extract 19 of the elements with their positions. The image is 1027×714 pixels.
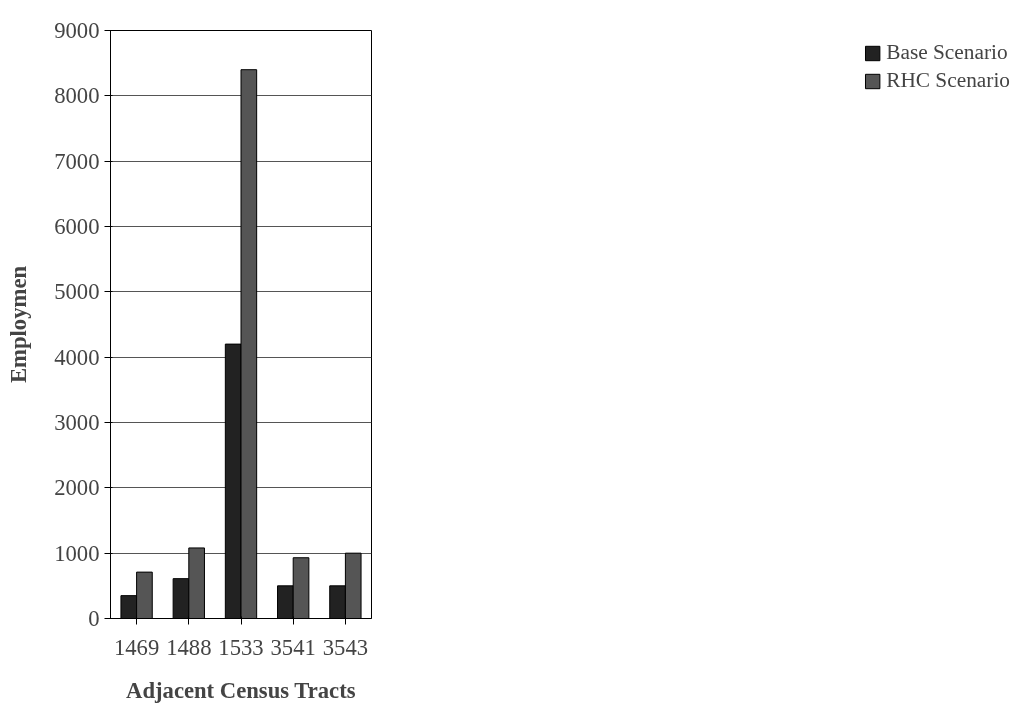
x-axis-title: Adjacent Census Tracts [126,677,356,703]
y-tick-label: 5000 [54,279,100,305]
y-tick-label: 4000 [54,344,100,370]
y-tick-label: 7000 [54,148,100,174]
x-tick-label: 3543 [322,634,369,660]
y-tick-label: 1000 [54,540,100,566]
y-axis-title: Employmen [6,265,32,384]
x-tick-label: 1533 [218,634,264,660]
x-tick-label: 1469 [113,634,160,660]
y-tick-label: 6000 [54,214,100,239]
legend-label: Base Scenario [886,40,1008,65]
y-tick-label: 9000 [54,18,100,43]
legend-label: RHC Scenario [886,68,1010,93]
y-tick-label: 2000 [54,475,100,501]
x-tick-label: 3541 [270,634,316,660]
y-tick-label: 3000 [54,410,100,435]
x-tick-label: 1488 [166,634,212,660]
y-tick-label: 8000 [54,83,100,109]
y-tick-label: 0 [88,606,100,631]
